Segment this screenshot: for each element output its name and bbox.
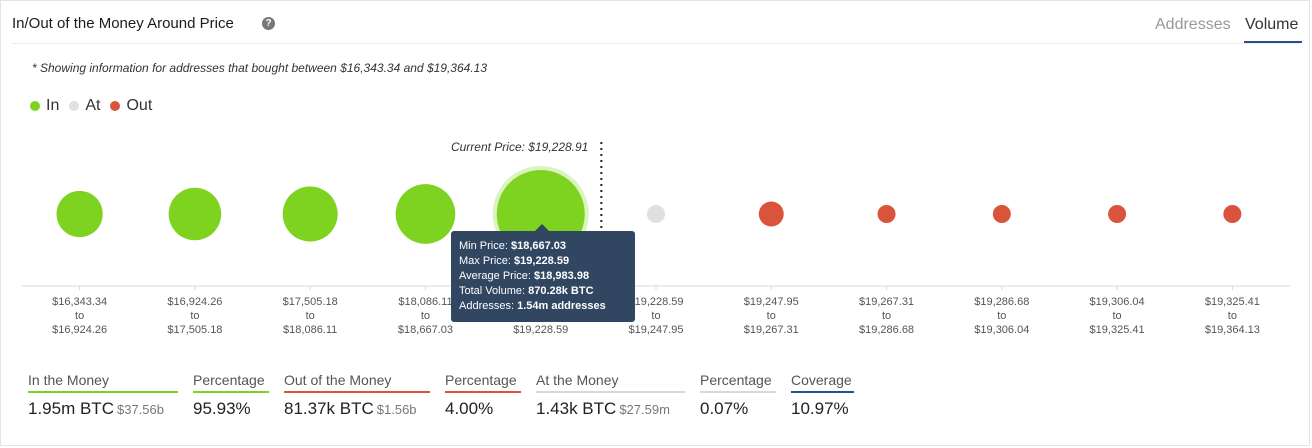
stat-value: 1.43k BTC $27.59m xyxy=(536,399,670,418)
x-tick-label-to: $18,086.11 xyxy=(283,324,337,336)
help-icon[interactable]: ? xyxy=(262,17,275,30)
bubble-in[interactable] xyxy=(168,187,222,241)
stat-value: 1.95m BTC $37.56b xyxy=(28,399,164,418)
x-tick-label-connector: to xyxy=(1112,310,1121,322)
x-tick-label-connector: to xyxy=(75,310,84,322)
x-tick-label-connector: to xyxy=(190,310,199,322)
tooltip-min-price: Min Price: $18,667.03 xyxy=(459,240,567,252)
legend-dot-out xyxy=(110,101,121,111)
x-tick-label-from: $19,247.95 xyxy=(744,296,799,308)
stat-in-the-money: In the Money 1.95m BTC $37.56b xyxy=(28,372,178,419)
bubble-in[interactable] xyxy=(395,184,456,244)
x-tick-label-from: $19,306.04 xyxy=(1090,296,1145,308)
legend-item-at[interactable]: At xyxy=(69,97,100,115)
legend-label-at: At xyxy=(85,97,101,114)
x-tick-label-from: $16,924.26 xyxy=(167,296,222,308)
x-tick-label-to: $19,306.04 xyxy=(974,324,1029,336)
x-tick-label-from: $16,343.34 xyxy=(52,296,107,308)
bubble-out[interactable] xyxy=(758,201,784,227)
x-tick-label-from: $19,267.31 xyxy=(859,296,914,308)
x-tick-label-to: $19,228.59 xyxy=(513,324,568,336)
x-tick-label-to: $19,364.13 xyxy=(1205,324,1260,336)
x-tick-label-to: $19,286.68 xyxy=(859,324,914,336)
x-tick-label-connector: to xyxy=(651,310,660,322)
tab-volume[interactable]: Volume xyxy=(1245,16,1299,33)
x-tick-label-from: $17,505.18 xyxy=(283,296,338,308)
stat-label: Percentage xyxy=(193,372,269,393)
stat-label: At the Money xyxy=(536,372,685,393)
x-tick-label-to: $19,267.31 xyxy=(744,324,799,336)
chart-tooltip: Min Price: $18,667.03 Max Price: $19,228… xyxy=(451,224,635,322)
stat-label: Percentage xyxy=(700,372,776,393)
tooltip-addresses: Addresses: 1.54m addresses xyxy=(459,300,606,312)
stat-coverage: Coverage 10.97% xyxy=(791,372,854,419)
x-tick-label-from: $18,086.11 xyxy=(398,296,452,308)
x-tick-label-connector: to xyxy=(1228,310,1237,322)
tab-addresses[interactable]: Addresses xyxy=(1155,16,1231,33)
bubble-out[interactable] xyxy=(992,205,1011,223)
legend-dot-at xyxy=(69,101,80,111)
legend-label-in: In xyxy=(46,97,60,114)
stat-value: 4.00% xyxy=(445,399,494,418)
x-tick-label-connector: to xyxy=(997,310,1006,322)
bubble-in[interactable] xyxy=(282,186,338,242)
stat-value: 81.37k BTC $1.56b xyxy=(284,399,417,418)
stat-label: Coverage xyxy=(791,372,854,393)
x-tick-label-from: $19,286.68 xyxy=(974,296,1029,308)
stat-value: 10.97% xyxy=(791,399,849,418)
bubble-out[interactable] xyxy=(1223,205,1242,223)
stat-at-the-money: At the Money 1.43k BTC $27.59m xyxy=(536,372,685,419)
bubble-out[interactable] xyxy=(1108,205,1127,223)
stat-value: 0.07% xyxy=(700,399,749,418)
x-tick-label-connector: to xyxy=(882,310,891,322)
x-tick-label-to: $19,325.41 xyxy=(1090,324,1145,336)
bubble-at[interactable] xyxy=(647,205,665,223)
x-tick-label-from: $19,228.59 xyxy=(628,296,683,308)
legend-dot-in xyxy=(30,101,40,111)
range-note: * Showing information for addresses that… xyxy=(32,61,487,75)
chart-legend: In At Out xyxy=(30,97,162,115)
bubble-chart: $16,343.34 to $16,924.26 $16,924.26 to $17,50… xyxy=(22,140,1290,336)
x-tick-label-to: $16,924.26 xyxy=(52,324,107,336)
stat-out-percentage: Percentage 4.00% xyxy=(445,372,521,419)
x-tick-label-to: $19,247.95 xyxy=(628,324,683,336)
bubble-out[interactable] xyxy=(877,205,896,223)
legend-item-out[interactable]: Out xyxy=(110,97,152,115)
stat-value: 95.93% xyxy=(193,399,251,418)
stat-out-of-the-money: Out of the Money 81.37k BTC $1.56b xyxy=(284,372,430,419)
stat-label: In the Money xyxy=(28,372,178,393)
stat-in-percentage: Percentage 95.93% xyxy=(193,372,269,419)
x-tick-label-to: $17,505.18 xyxy=(167,324,222,336)
widget-title: In/Out of the Money Around Price xyxy=(12,15,234,32)
x-tick-label-to: $18,667.03 xyxy=(398,324,453,336)
x-tick-label-connector: to xyxy=(421,310,430,322)
header-divider xyxy=(12,43,1300,44)
bubble-in[interactable] xyxy=(56,190,103,238)
stat-label: Percentage xyxy=(445,372,521,393)
current-price-label: Current Price: $19,228.91 xyxy=(451,140,588,154)
stat-label: Out of the Money xyxy=(284,372,430,393)
x-tick-label-connector: to xyxy=(767,310,776,322)
legend-label-out: Out xyxy=(126,97,153,114)
stat-at-percentage: Percentage 0.07% xyxy=(700,372,776,419)
legend-item-in[interactable]: In xyxy=(30,97,59,115)
x-tick-label-connector: to xyxy=(306,310,315,322)
tooltip-arrow xyxy=(535,224,549,231)
tooltip-average-price: Average Price: $18,983.98 xyxy=(459,270,590,282)
tooltip-max-price: Max Price: $19,228.59 xyxy=(459,255,570,267)
active-tab-indicator xyxy=(1244,41,1302,43)
tooltip-total-volume: Total Volume: 870.28k BTC xyxy=(459,285,594,297)
x-tick-label-from: $19,325.41 xyxy=(1205,296,1260,308)
